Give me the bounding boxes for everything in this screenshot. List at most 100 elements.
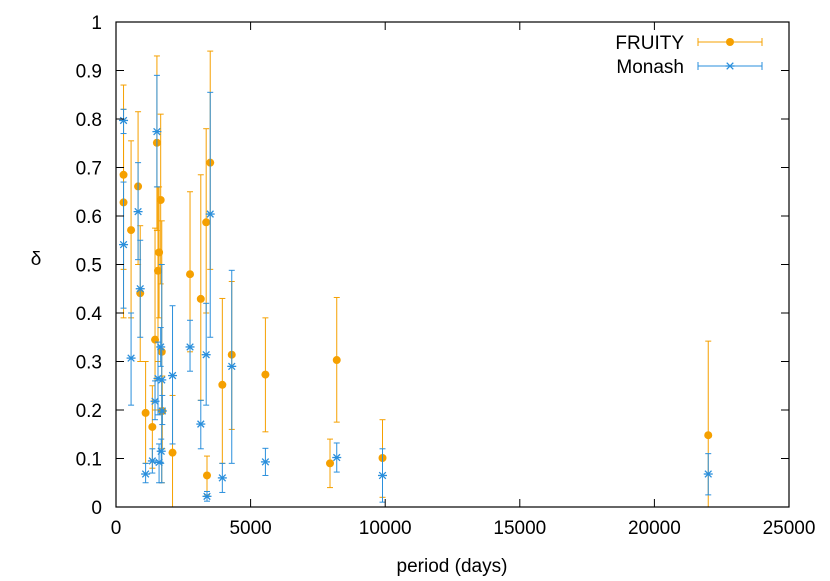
- marker-stroke: [141, 470, 150, 478]
- monash-point-marker: [378, 471, 388, 480]
- x-tick-label: 20000: [628, 518, 681, 539]
- monash-point: [141, 462, 151, 484]
- y-tick-label: 0.1: [76, 450, 102, 471]
- legend-label: Monash: [616, 57, 684, 78]
- plot-area: [119, 50, 713, 508]
- monash-point: [119, 108, 129, 135]
- y-axis-title: δ: [31, 249, 42, 270]
- monash-point: [196, 399, 206, 450]
- plot-frame: [115, 21, 790, 508]
- x-tick-label: 25000: [763, 518, 816, 539]
- legend-item-fruity: FRUITY: [615, 33, 763, 54]
- marker-stroke: [154, 374, 162, 383]
- monash-point: [147, 448, 157, 474]
- monash-point-marker: [156, 447, 166, 455]
- monash-point: [185, 319, 195, 372]
- monash-point: [217, 462, 227, 493]
- marker-stroke: [157, 447, 165, 455]
- marker-stroke: [119, 240, 128, 249]
- marker-stroke: [332, 453, 341, 462]
- monash-point-marker: [725, 62, 735, 70]
- fruity-point-marker: [156, 195, 165, 204]
- fruity-point-marker: [218, 380, 227, 389]
- y-tick-label: 0: [91, 498, 102, 519]
- monash-point-marker: [227, 362, 237, 371]
- y-tick-label: 0.6: [76, 207, 102, 228]
- monash-point-marker: [141, 470, 151, 478]
- marker-stroke: [153, 127, 161, 136]
- y-tick-label: 1: [91, 13, 102, 34]
- fruity-point-marker: [332, 356, 341, 365]
- fruity-point: [202, 128, 211, 314]
- y-tick-label: 0.8: [76, 110, 102, 131]
- monash-point-marker: [157, 376, 167, 384]
- fruity-point: [196, 174, 205, 401]
- monash-point-marker: [201, 350, 211, 359]
- monash-point-marker: [152, 127, 162, 136]
- marker-stroke: [186, 343, 194, 351]
- monash-point: [152, 74, 162, 188]
- fruity-point-marker: [202, 218, 211, 227]
- axes: 0 5000 10000 15000 20000 25000 0 0.1 0.2 0.3 0.4 0.…: [76, 13, 816, 539]
- monash-point-marker: [332, 453, 342, 462]
- monash-point: [119, 181, 129, 309]
- fruity-point: [332, 296, 341, 423]
- monash-point-marker: [217, 474, 227, 482]
- monash-point: [332, 442, 342, 473]
- marker-stroke: [704, 470, 712, 478]
- monash-point-marker: [119, 116, 129, 125]
- monash-point-marker: [119, 240, 129, 249]
- monash-point: [133, 162, 143, 261]
- fruity-point: [127, 140, 136, 319]
- fruity-point-marker: [153, 266, 162, 275]
- marker-stroke: [206, 210, 214, 218]
- fruity-point-marker: [127, 226, 136, 235]
- y-tick-label: 0.9: [76, 62, 102, 83]
- monash-point: [703, 453, 713, 496]
- marker-stroke: [168, 371, 177, 380]
- fruity-point: [156, 113, 165, 285]
- fruity-point-marker: [704, 431, 713, 440]
- fruity-point: [326, 438, 335, 489]
- monash-point-marker: [196, 420, 206, 428]
- y-tick-label: 0.4: [76, 304, 103, 325]
- y-tick-label: 0.5: [76, 256, 102, 277]
- fruity-point-marker: [196, 294, 205, 303]
- monash-point: [150, 380, 160, 421]
- x-tick-label: 15000: [493, 518, 546, 539]
- monash-point: [205, 91, 215, 338]
- fruity-point: [261, 317, 270, 433]
- marker-stroke: [127, 354, 135, 362]
- fruity-point-marker: [261, 370, 270, 379]
- marker-stroke: [119, 116, 128, 125]
- marker-stroke: [261, 458, 270, 466]
- monash-point-marker: [202, 492, 212, 501]
- marker-stroke: [218, 474, 227, 482]
- fruity-point-marker: [186, 270, 195, 279]
- monash-point: [126, 312, 136, 406]
- marker-stroke: [158, 407, 167, 415]
- monash-point: [201, 302, 211, 406]
- marker-stroke: [148, 457, 157, 465]
- y-tick-label: 0.2: [76, 401, 102, 422]
- monash-point-marker: [133, 207, 143, 216]
- marker-stroke: [136, 284, 144, 293]
- fruity-series: [119, 50, 713, 508]
- marker-stroke: [151, 397, 159, 406]
- monash-point: [157, 264, 167, 484]
- fruity-point-marker: [168, 448, 177, 457]
- monash-point: [156, 438, 166, 464]
- fruity-point-marker: [202, 471, 211, 480]
- y-tick-label: 0.3: [76, 353, 102, 374]
- marker-stroke: [134, 207, 142, 216]
- monash-point: [157, 394, 167, 426]
- fruity-point-marker: [141, 408, 150, 417]
- monash-point-marker: [157, 407, 167, 415]
- monash-point: [260, 447, 270, 476]
- marker-stroke: [197, 420, 205, 428]
- x-tick-label: 5000: [229, 518, 271, 539]
- marker-stroke: [158, 376, 166, 384]
- monash-point: [227, 269, 237, 464]
- x-axis-title: period (days): [397, 556, 508, 577]
